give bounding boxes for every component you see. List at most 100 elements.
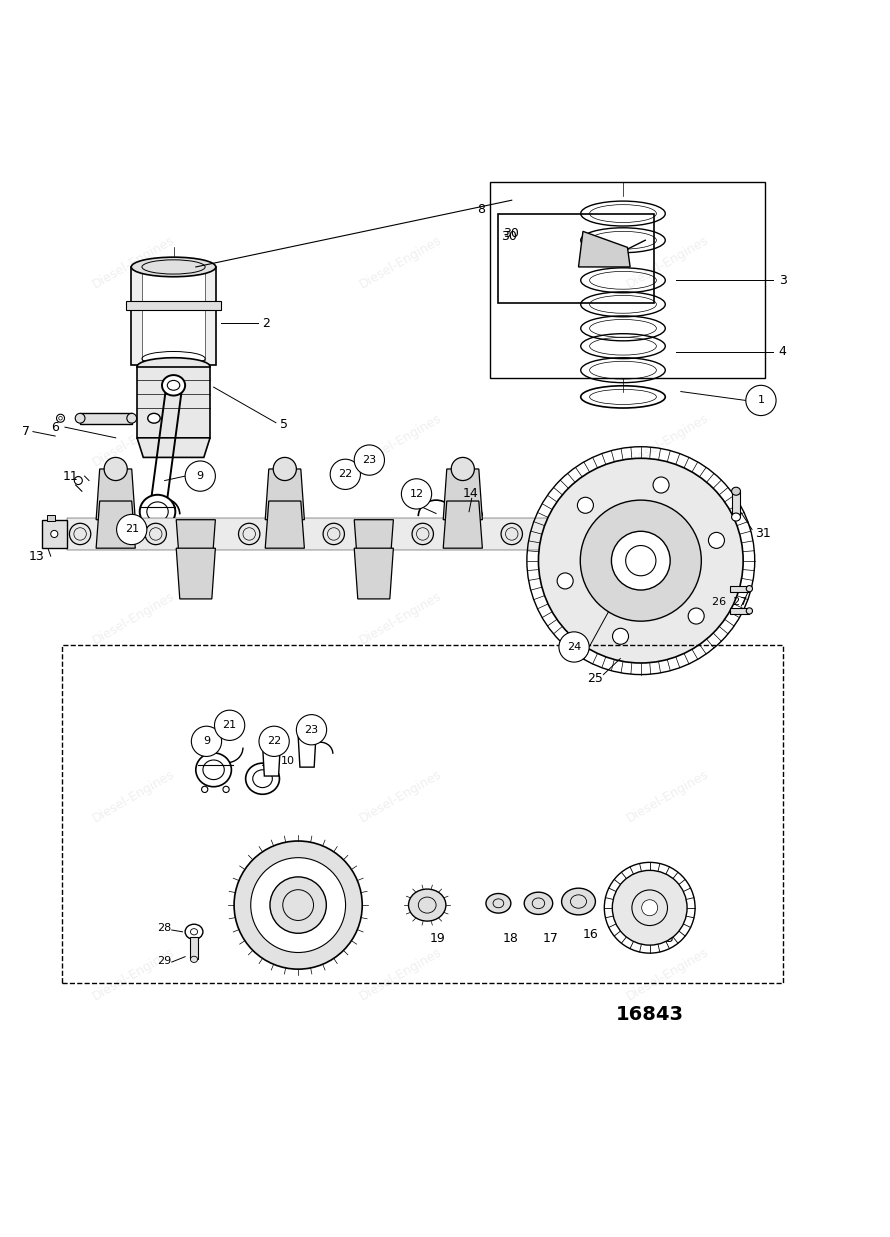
Ellipse shape	[451, 458, 474, 480]
Text: 4: 4	[779, 345, 787, 357]
Text: Diesel-Engines: Diesel-Engines	[624, 590, 711, 647]
Text: 19: 19	[430, 933, 446, 945]
Circle shape	[296, 715, 327, 745]
Polygon shape	[354, 520, 393, 567]
Ellipse shape	[51, 531, 58, 538]
Polygon shape	[354, 548, 393, 599]
Text: Diesel-Engines: Diesel-Engines	[357, 590, 444, 647]
Bar	[142, 267, 206, 360]
Text: Diesel-Engines: Diesel-Engines	[90, 590, 177, 647]
Ellipse shape	[273, 458, 296, 480]
Ellipse shape	[137, 357, 210, 376]
Circle shape	[612, 628, 628, 644]
Circle shape	[214, 710, 245, 741]
Ellipse shape	[184, 555, 207, 579]
Circle shape	[270, 877, 327, 933]
Text: 22: 22	[267, 736, 281, 746]
Text: 13: 13	[28, 549, 44, 563]
Text: Diesel-Engines: Diesel-Engines	[624, 768, 711, 825]
Bar	[490, 182, 765, 379]
Ellipse shape	[190, 956, 198, 962]
Text: 30: 30	[503, 226, 519, 240]
Bar	[132, 267, 216, 365]
Text: 15: 15	[659, 933, 675, 945]
Ellipse shape	[132, 257, 216, 277]
Text: 3: 3	[779, 273, 787, 287]
Ellipse shape	[412, 523, 433, 544]
Text: 8: 8	[477, 203, 485, 215]
Text: 6: 6	[52, 421, 60, 434]
Text: 17: 17	[543, 933, 559, 945]
Circle shape	[559, 632, 589, 662]
Ellipse shape	[524, 892, 553, 914]
Ellipse shape	[486, 893, 511, 913]
Text: 23: 23	[304, 725, 319, 735]
Ellipse shape	[746, 585, 752, 591]
Ellipse shape	[162, 375, 185, 396]
Bar	[126, 301, 221, 309]
Circle shape	[580, 500, 701, 621]
Text: 10: 10	[280, 756, 295, 766]
Circle shape	[746, 385, 776, 416]
Polygon shape	[443, 469, 482, 520]
Text: 1: 1	[757, 396, 765, 406]
Text: 18: 18	[503, 933, 519, 945]
Text: Diesel-Engines: Diesel-Engines	[90, 946, 177, 1003]
Circle shape	[653, 477, 669, 494]
Polygon shape	[96, 469, 135, 520]
Circle shape	[538, 458, 743, 663]
Polygon shape	[176, 548, 215, 599]
Ellipse shape	[148, 413, 160, 423]
Bar	[42, 520, 67, 548]
Text: 9: 9	[197, 471, 204, 481]
Text: Diesel-Engines: Diesel-Engines	[90, 768, 177, 825]
Bar	[137, 366, 210, 438]
Text: 9: 9	[203, 736, 210, 746]
Circle shape	[117, 515, 147, 544]
Circle shape	[401, 479, 432, 510]
Text: Diesel-Engines: Diesel-Engines	[357, 768, 444, 825]
Ellipse shape	[501, 523, 522, 544]
Text: Diesel-Engines: Diesel-Engines	[357, 412, 444, 469]
Polygon shape	[578, 231, 630, 267]
Circle shape	[708, 532, 724, 548]
Polygon shape	[298, 736, 316, 767]
Text: 21: 21	[222, 720, 237, 730]
Text: 12: 12	[409, 489, 424, 499]
Text: Diesel-Engines: Diesel-Engines	[90, 234, 177, 291]
Text: Diesel-Engines: Diesel-Engines	[624, 412, 711, 469]
Circle shape	[578, 497, 594, 513]
Text: 29: 29	[158, 956, 172, 966]
Text: 7: 7	[22, 426, 30, 438]
Circle shape	[330, 459, 360, 490]
Polygon shape	[137, 438, 210, 458]
Ellipse shape	[239, 523, 260, 544]
Ellipse shape	[74, 476, 82, 485]
Ellipse shape	[246, 763, 279, 794]
Text: 21: 21	[125, 524, 139, 534]
Text: 2: 2	[263, 317, 271, 329]
Polygon shape	[265, 501, 304, 548]
Polygon shape	[96, 501, 135, 548]
Text: 5: 5	[280, 418, 288, 430]
Ellipse shape	[746, 607, 752, 614]
Circle shape	[251, 857, 345, 952]
Bar	[47, 516, 55, 522]
Bar	[67, 518, 565, 550]
Ellipse shape	[185, 924, 203, 939]
Polygon shape	[176, 520, 215, 567]
Circle shape	[354, 445, 384, 475]
Text: 25: 25	[587, 672, 603, 684]
Circle shape	[557, 573, 573, 589]
Bar	[730, 607, 749, 614]
Text: Diesel-Engines: Diesel-Engines	[90, 412, 177, 469]
Ellipse shape	[732, 487, 740, 495]
Text: 31: 31	[755, 527, 771, 541]
Bar	[62, 646, 783, 983]
Polygon shape	[265, 469, 304, 520]
Ellipse shape	[323, 523, 344, 544]
Ellipse shape	[75, 413, 85, 423]
Ellipse shape	[196, 753, 231, 787]
Ellipse shape	[222, 787, 230, 793]
Bar	[730, 585, 749, 591]
